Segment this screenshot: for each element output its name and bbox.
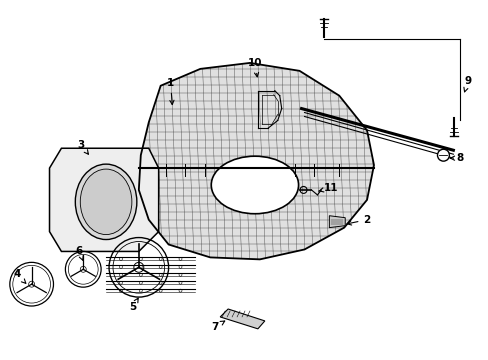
Ellipse shape	[80, 169, 132, 235]
Text: 3: 3	[78, 140, 88, 154]
Text: 1: 1	[166, 78, 174, 104]
Polygon shape	[49, 148, 158, 251]
Ellipse shape	[75, 164, 137, 239]
Text: 11: 11	[318, 183, 338, 193]
Text: 9: 9	[463, 76, 471, 92]
Ellipse shape	[211, 156, 298, 214]
Polygon shape	[220, 309, 264, 329]
Circle shape	[437, 149, 448, 161]
Text: 4: 4	[13, 269, 26, 283]
Polygon shape	[328, 216, 345, 228]
Text: 10: 10	[247, 58, 262, 77]
Polygon shape	[139, 63, 373, 260]
Text: 6: 6	[76, 247, 83, 260]
Text: 2: 2	[346, 215, 370, 225]
Text: 7: 7	[211, 321, 224, 332]
Text: 8: 8	[449, 153, 463, 163]
Text: 5: 5	[129, 298, 138, 312]
